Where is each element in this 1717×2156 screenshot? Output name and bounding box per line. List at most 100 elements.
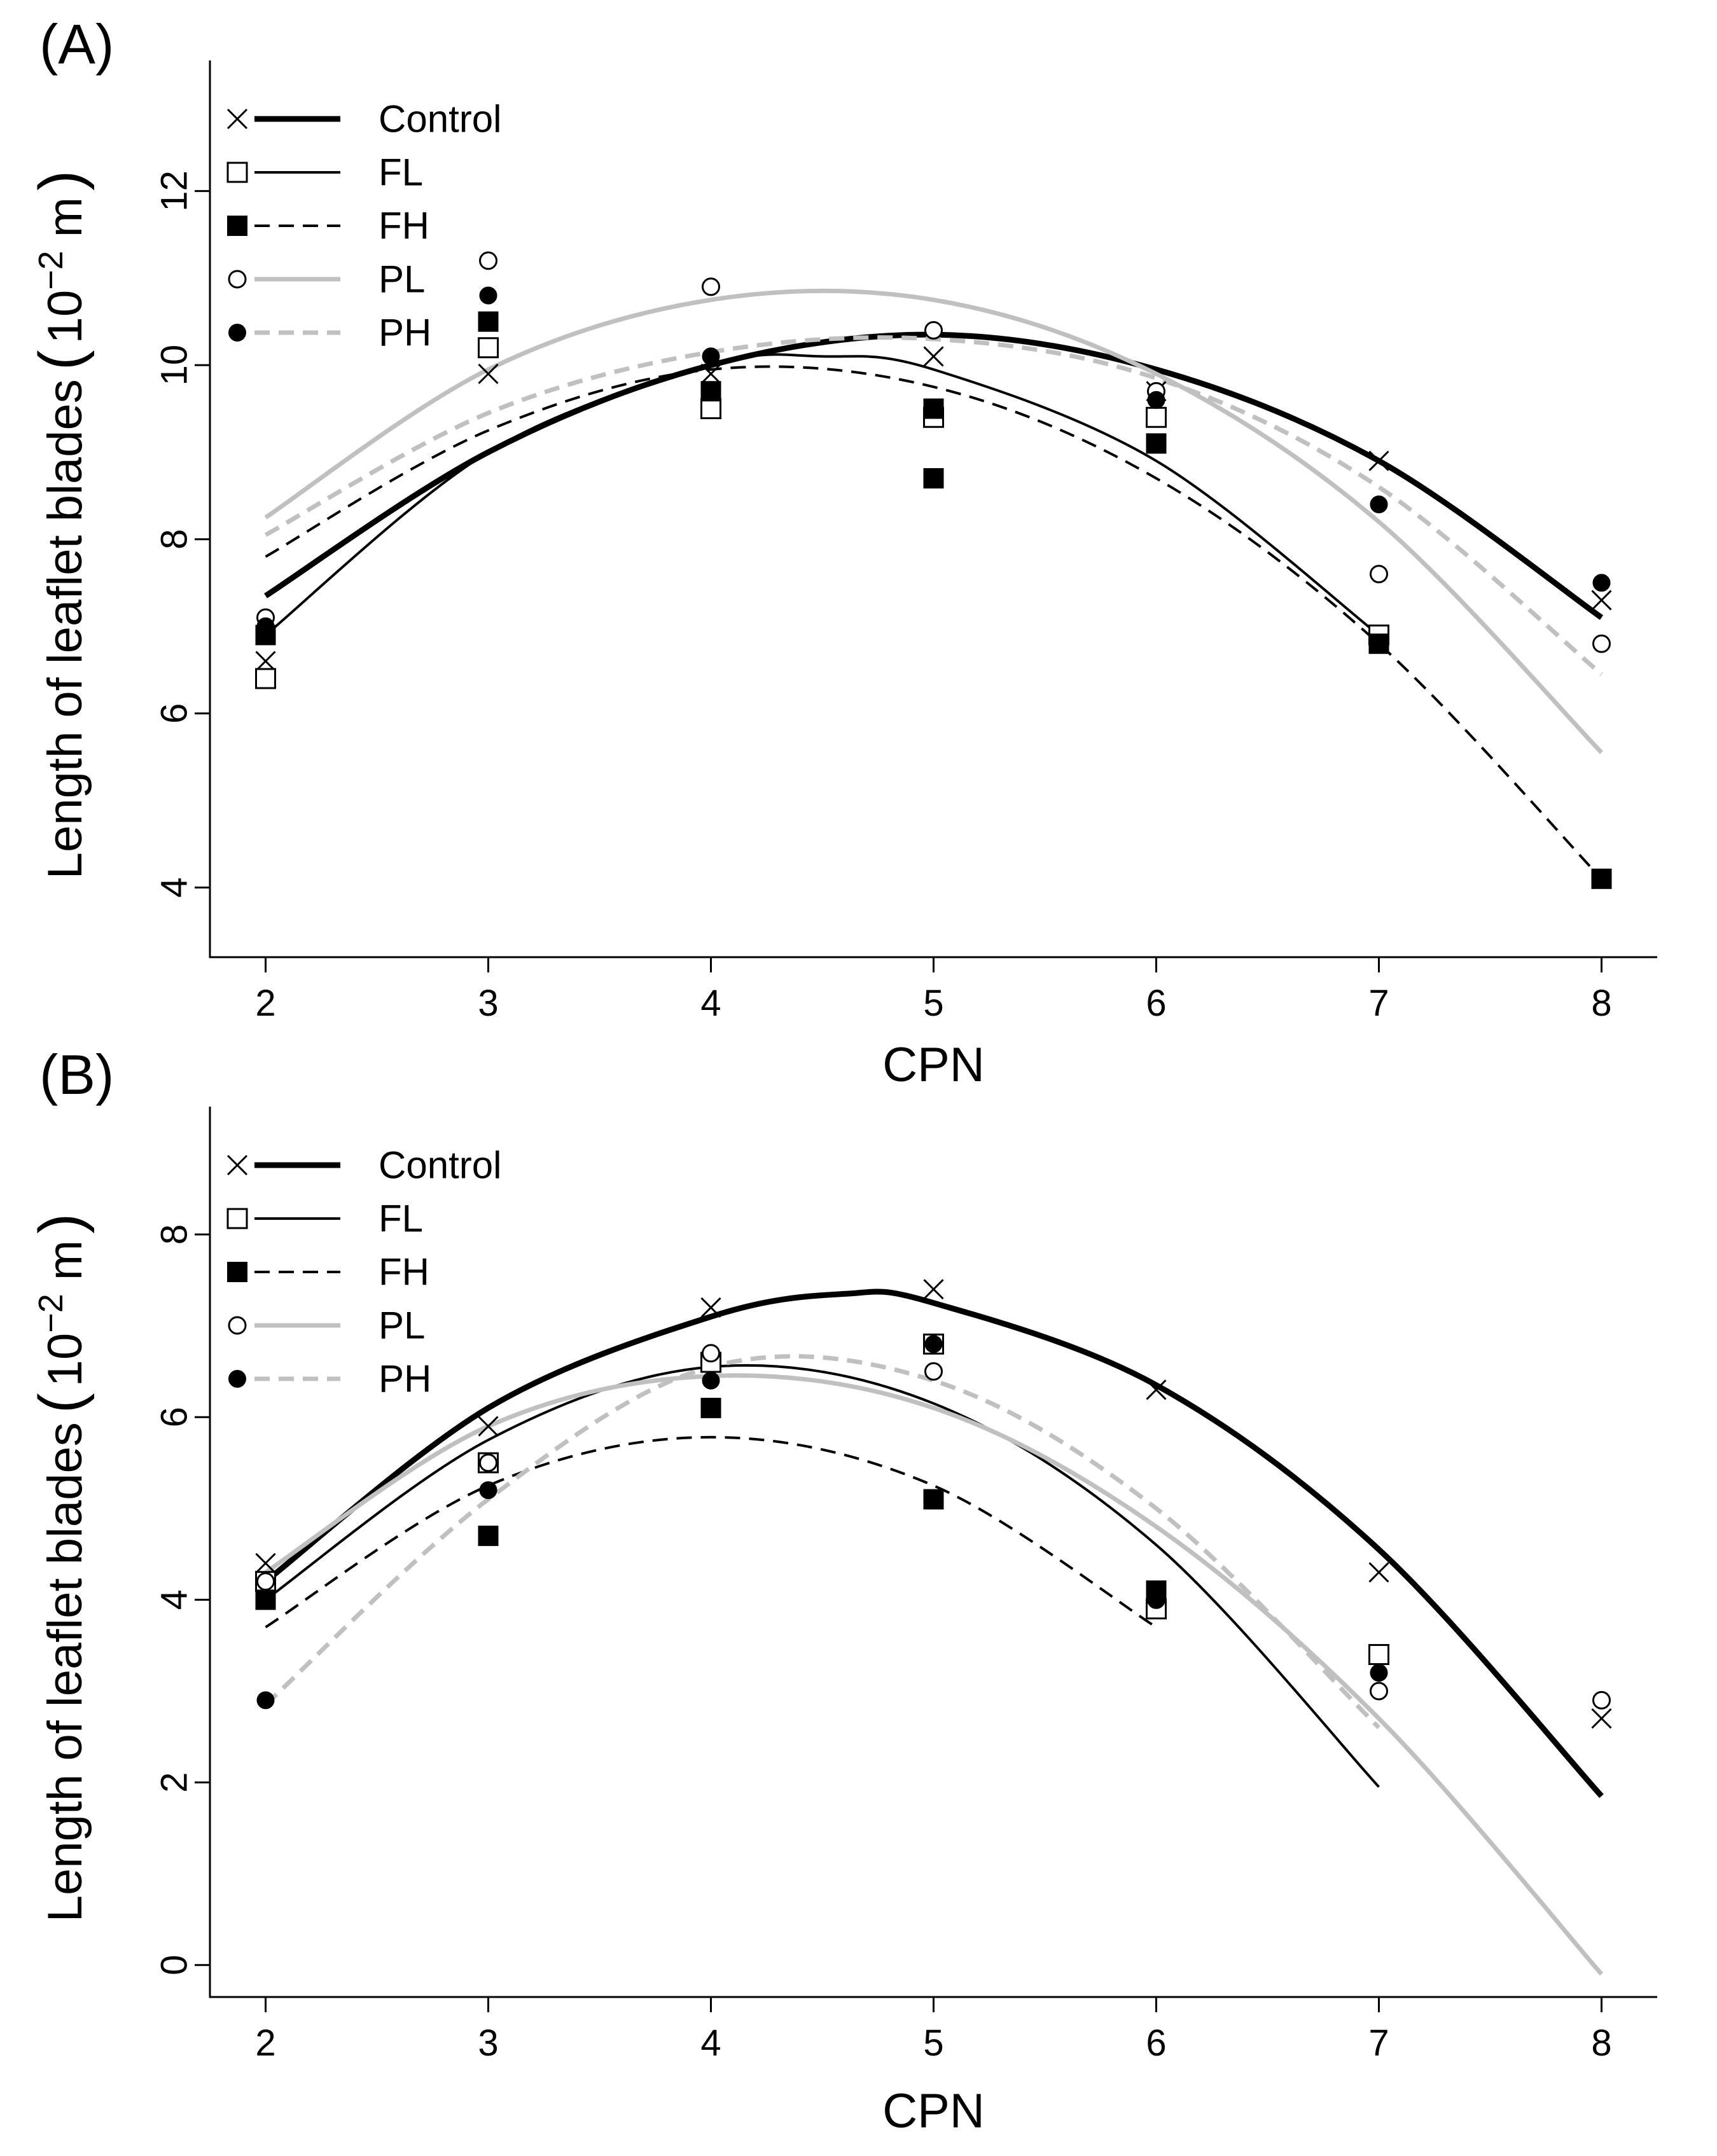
data-point xyxy=(1370,565,1388,584)
y-axis-title-part: Length of leaflet blades xyxy=(38,1422,92,1922)
y-tick-label: 4 xyxy=(154,877,195,897)
data-point xyxy=(1368,1644,1389,1666)
data-point xyxy=(1146,433,1167,454)
data-point xyxy=(924,1335,943,1353)
x-tick-label: 3 xyxy=(478,2022,498,2064)
x-tick-label: 4 xyxy=(700,983,721,1024)
axis-lines xyxy=(209,60,1657,958)
y-axis-title-part: ( xyxy=(27,1393,95,1413)
legend-label: FH xyxy=(379,205,429,247)
legend-marker xyxy=(226,162,248,183)
y-axis-title-part: ) xyxy=(27,170,95,191)
y-axis-title-part: 10 xyxy=(38,1333,92,1387)
y-tick-label: 8 xyxy=(154,1224,195,1245)
data-point xyxy=(1368,633,1389,654)
data-point xyxy=(255,1589,276,1610)
legend-marker xyxy=(228,270,247,289)
fit-line-fl xyxy=(265,353,1380,637)
data-point xyxy=(479,1481,497,1500)
y-tick-label: 2 xyxy=(154,1772,195,1792)
series-points-control xyxy=(255,346,1612,672)
data-point xyxy=(1592,1690,1611,1710)
y-tick-label: 10 xyxy=(154,345,195,386)
legend-marker xyxy=(226,1208,248,1229)
legend-label: PH xyxy=(379,1358,431,1400)
data-point xyxy=(700,398,721,420)
legend-marker xyxy=(226,1154,248,1176)
data-point xyxy=(1370,1664,1388,1682)
data-point xyxy=(1146,1379,1167,1400)
x-axis-title: CPN xyxy=(882,1038,984,1092)
legend-marker xyxy=(226,108,248,130)
x-tick-label: 8 xyxy=(1591,2022,1611,2064)
data-point xyxy=(1591,868,1612,889)
legend-label: Control xyxy=(379,1144,501,1187)
data-point xyxy=(478,1416,499,1437)
fit-line-pl xyxy=(264,288,1604,754)
y-axis-title-part: m xyxy=(38,197,92,251)
legend-label: PH xyxy=(379,312,431,354)
legend-marker xyxy=(228,324,246,342)
panel-label: (A) xyxy=(39,13,114,76)
y-axis-title-part: −2 xyxy=(32,1294,70,1333)
x-tick-label: 2 xyxy=(255,983,275,1024)
x-tick-label: 7 xyxy=(1368,983,1389,1024)
y-axis-title: Length of leaflet blades (10−2 m) xyxy=(27,1213,95,1922)
data-point xyxy=(479,1453,497,1472)
x-tick-label: 6 xyxy=(1146,2022,1166,2064)
data-point xyxy=(924,399,943,418)
data-point xyxy=(924,1362,943,1381)
data-point xyxy=(255,668,276,689)
y-axis-title-part: ) xyxy=(27,1213,95,1234)
series-points-ph xyxy=(256,286,1611,635)
y-axis-title-part: −2 xyxy=(32,251,70,290)
data-point xyxy=(702,1344,720,1363)
fit-line-fh xyxy=(265,365,1602,880)
x-tick-label: 7 xyxy=(1368,2022,1389,2064)
y-tick-label: 0 xyxy=(154,1955,195,1975)
data-point xyxy=(478,337,499,359)
data-point xyxy=(255,651,276,672)
y-axis-title-part: m xyxy=(38,1240,92,1294)
data-point xyxy=(923,1279,944,1300)
legend-label: PL xyxy=(379,1304,425,1347)
data-point xyxy=(1591,1708,1612,1729)
x-axis-title: CPN xyxy=(882,2084,984,2138)
data-point xyxy=(1592,574,1611,592)
data-point xyxy=(478,1525,499,1546)
data-point xyxy=(923,468,944,489)
x-tick-label: 5 xyxy=(923,983,943,1024)
data-point xyxy=(700,381,721,402)
data-point xyxy=(1147,390,1165,409)
panel-label: (B) xyxy=(39,1043,114,1106)
y-tick-label: 6 xyxy=(154,703,195,724)
series-points-fh xyxy=(255,1397,1167,1610)
data-point xyxy=(1370,495,1388,514)
fit-line-control xyxy=(263,1289,1604,1799)
y-tick-label: 8 xyxy=(154,529,195,549)
data-point xyxy=(255,1552,276,1574)
legend-marker xyxy=(228,1316,247,1335)
data-point xyxy=(1370,1682,1388,1701)
x-tick-label: 3 xyxy=(478,983,498,1024)
y-tick-label: 6 xyxy=(154,1407,195,1427)
legend-marker xyxy=(227,216,247,236)
y-axis-title: Length of leaflet blades (10−2 m) xyxy=(27,170,95,879)
legend-marker xyxy=(227,1262,247,1282)
data-point xyxy=(256,617,275,635)
panel-a: 2 3 4 5 6 7 8 4 6 8 10 12 (A) CPN Length of leaflet bl… xyxy=(27,13,1657,1092)
x-tick-label: 8 xyxy=(1591,983,1611,1024)
legend-label: FH xyxy=(379,1251,429,1294)
data-point xyxy=(479,286,497,305)
data-point xyxy=(702,277,720,296)
series-points-ph xyxy=(256,1335,1388,1710)
data-point xyxy=(924,321,943,340)
data-point xyxy=(923,1489,944,1510)
x-tick-label: 2 xyxy=(255,2022,275,2064)
data-point xyxy=(702,347,720,366)
legend: Control FL FH PL PH xyxy=(226,1144,501,1400)
legend: Control FL FH PL PH xyxy=(226,98,501,354)
y-tick-label: 4 xyxy=(154,1589,195,1610)
data-point xyxy=(1368,450,1389,471)
